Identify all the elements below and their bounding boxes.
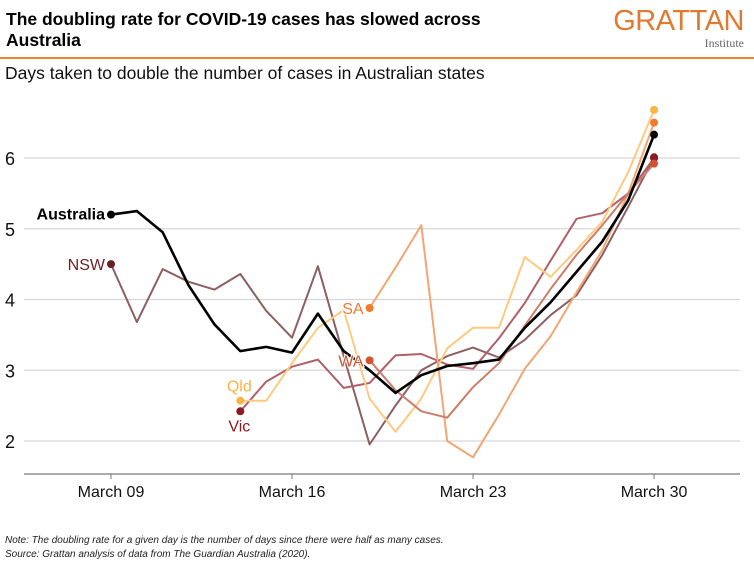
series-line-vic [239,157,655,412]
y-tick-label: 6 [5,149,15,169]
logo-wordmark: GRATTAN [613,5,744,37]
series-label-vic: Vic [228,418,250,435]
series-line-qld [240,109,656,433]
x-tick-label: March 30 [621,484,688,501]
end-point-sa [650,118,659,127]
y-tick-label: 5 [5,220,15,240]
note-text: Note: The doubling rate for a given day … [5,535,444,546]
end-point-vic [650,154,659,162]
start-point-australia [107,210,115,219]
start-point-nsw [107,260,115,269]
x-tick-label: March 23 [440,484,507,501]
start-point-qld [236,396,245,405]
end-point-wa [650,159,659,168]
series-label-wa: WA [338,353,364,370]
end-point-qld [650,105,659,114]
chart-subtitle: Days taken to double the number of cases… [5,63,485,83]
source-text: Source: Grattan analysis of data from Th… [5,549,311,560]
start-point-wa [365,356,374,365]
end-point-australia [650,130,659,139]
series-label-sa: SA [342,301,364,318]
start-point-vic [236,407,245,416]
series-label-nsw: NSW [68,257,106,274]
series-label-australia: Australia [37,207,106,224]
x-tick-label: March 09 [78,484,145,501]
series-line-australia [110,134,656,395]
series-line-sa [368,122,656,459]
chart-title: The doubling rate for COVID-19 cases has… [6,9,481,50]
series-label-qld: Qld [227,379,252,396]
series-line-nsw [110,156,655,446]
grattan-logo: GRATTAN Institute [613,6,744,50]
logo-subtext: Institute [704,36,744,50]
footnote: Note: The doubling rate for a given day … [5,534,444,562]
y-tick-label: 2 [5,432,15,452]
header-rule [0,57,754,59]
y-tick-label: 3 [5,361,15,381]
start-point-sa [365,303,374,312]
y-tick-label: 4 [5,291,15,311]
x-tick-label: March 16 [259,484,326,501]
